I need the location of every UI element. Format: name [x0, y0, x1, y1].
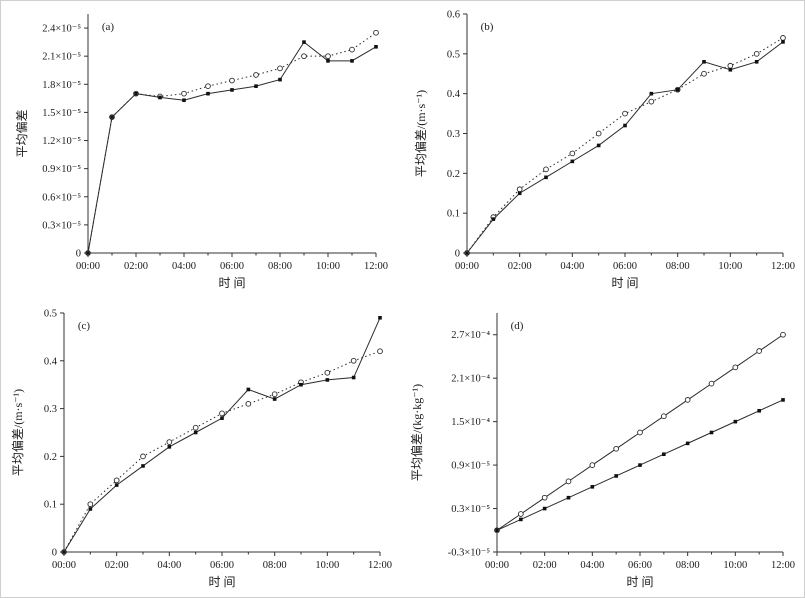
svg-text:平均偏差/(m·s⁻¹): 平均偏差/(m·s⁻¹) — [413, 90, 428, 177]
svg-text:00:00: 00:00 — [455, 261, 479, 272]
svg-text:06:00: 06:00 — [613, 261, 637, 272]
svg-text:12:00: 12:00 — [364, 261, 388, 272]
svg-text:(b): (b) — [481, 21, 494, 33]
svg-text:12:00: 12:00 — [368, 560, 392, 571]
svg-text:0.3×10⁻⁵: 0.3×10⁻⁵ — [451, 504, 490, 515]
svg-text:04:00: 04:00 — [560, 261, 584, 272]
svg-text:0.9×10⁻⁵: 0.9×10⁻⁵ — [42, 164, 81, 175]
svg-text:0.5: 0.5 — [447, 49, 460, 60]
chart-c-canvas: 00:00 02:00 04:00 06:00 08:00 10:00 12:00 0 0.1 0… — [10, 309, 392, 590]
svg-text:0.2: 0.2 — [44, 452, 57, 463]
svg-text:00:00: 00:00 — [485, 560, 509, 571]
svg-text:0.4: 0.4 — [447, 89, 461, 100]
svg-text:10:00: 10:00 — [316, 261, 340, 272]
chart-panel-b: 00:00 02:00 04:00 06:00 08:00 10:00 12:00 0 0.1 0… — [403, 0, 805, 299]
svg-text:(c): (c) — [78, 320, 91, 332]
svg-text:08:00: 08:00 — [666, 261, 690, 272]
svg-text:时 间: 时 间 — [218, 276, 245, 290]
svg-text:02:00: 02:00 — [533, 560, 557, 571]
chart-panel-c: 00:00 02:00 04:00 06:00 08:00 10:00 12:00 0 0.1 0… — [0, 299, 403, 598]
svg-text:平均偏差/(m·s⁻¹): 平均偏差/(m·s⁻¹) — [10, 389, 25, 476]
svg-text:02:00: 02:00 — [124, 261, 148, 272]
svg-text:02:00: 02:00 — [105, 560, 129, 571]
svg-text:04:00: 04:00 — [157, 560, 181, 571]
svg-text:00:00: 00:00 — [52, 560, 76, 571]
svg-text:时 间: 时 间 — [208, 575, 235, 589]
svg-text:(d): (d) — [511, 320, 524, 332]
svg-text:2.1×10⁻⁴: 2.1×10⁻⁴ — [451, 374, 490, 385]
svg-text:08:00: 08:00 — [676, 560, 700, 571]
svg-text:0.2: 0.2 — [447, 169, 460, 180]
svg-text:1.8×10⁻⁵: 1.8×10⁻⁵ — [42, 80, 81, 91]
svg-text:10:00: 10:00 — [718, 261, 742, 272]
svg-text:0.3: 0.3 — [447, 129, 460, 140]
svg-text:04:00: 04:00 — [172, 261, 196, 272]
svg-text:1.5×10⁻⁵: 1.5×10⁻⁵ — [42, 108, 81, 119]
svg-text:08:00: 08:00 — [263, 560, 287, 571]
svg-text:平均偏差/(kg·kg⁻¹): 平均偏差/(kg·kg⁻¹) — [409, 384, 424, 481]
svg-text:12:00: 12:00 — [771, 261, 795, 272]
svg-text:0.3: 0.3 — [44, 404, 57, 415]
svg-text:06:00: 06:00 — [628, 560, 652, 571]
svg-text:02:00: 02:00 — [508, 261, 532, 272]
chart-d-canvas: 00:00 02:00 04:00 06:00 08:00 10:00 12:00 -0.3×… — [409, 313, 795, 589]
svg-text:0.3×10⁻⁵: 0.3×10⁻⁵ — [42, 220, 81, 231]
svg-text:0.9×10⁻⁵: 0.9×10⁻⁵ — [451, 461, 490, 472]
svg-text:0.5: 0.5 — [44, 309, 57, 320]
chart-panel-a: 00:00 02:00 04:00 06:00 08:00 10:00 12:00 0 0.3×… — [0, 0, 403, 299]
svg-text:2.4×10⁻⁵: 2.4×10⁻⁵ — [42, 24, 81, 35]
svg-text:0.4: 0.4 — [44, 356, 58, 367]
svg-text:0.1: 0.1 — [447, 209, 460, 220]
svg-text:08:00: 08:00 — [268, 261, 292, 272]
svg-text:0: 0 — [52, 548, 57, 559]
svg-text:0: 0 — [455, 249, 460, 260]
svg-text:0.1: 0.1 — [44, 500, 57, 511]
chart-panel-d: 00:00 02:00 04:00 06:00 08:00 10:00 12:00 -0.3×… — [403, 299, 805, 598]
svg-text:平均偏差: 平均偏差 — [14, 109, 29, 157]
chart-a-canvas: 00:00 02:00 04:00 06:00 08:00 10:00 12:00 0 0.3×… — [14, 14, 388, 290]
svg-text:0.6×10⁻⁵: 0.6×10⁻⁵ — [42, 192, 81, 203]
svg-text:06:00: 06:00 — [220, 261, 244, 272]
svg-text:04:00: 04:00 — [580, 560, 604, 571]
svg-text:1.5×10⁻⁴: 1.5×10⁻⁴ — [451, 417, 490, 428]
svg-text:1.2×10⁻⁵: 1.2×10⁻⁵ — [42, 136, 81, 147]
svg-text:时 间: 时 间 — [611, 276, 638, 290]
svg-text:0: 0 — [76, 249, 81, 260]
chart-b-canvas: 00:00 02:00 04:00 06:00 08:00 10:00 12:00 0 0.1 0… — [413, 10, 795, 291]
svg-text:2.7×10⁻⁴: 2.7×10⁻⁴ — [451, 330, 490, 341]
svg-text:0.6: 0.6 — [447, 10, 460, 21]
svg-text:06:00: 06:00 — [210, 560, 234, 571]
svg-text:10:00: 10:00 — [315, 560, 339, 571]
svg-text:12:00: 12:00 — [771, 560, 795, 571]
svg-text:10:00: 10:00 — [723, 560, 747, 571]
svg-text:00:00: 00:00 — [76, 261, 100, 272]
svg-text:时 间: 时 间 — [626, 575, 653, 589]
svg-text:2.1×10⁻⁵: 2.1×10⁻⁵ — [42, 52, 81, 63]
svg-text:(a): (a) — [102, 21, 115, 33]
svg-text:-0.3×10⁻⁵: -0.3×10⁻⁵ — [448, 548, 491, 559]
